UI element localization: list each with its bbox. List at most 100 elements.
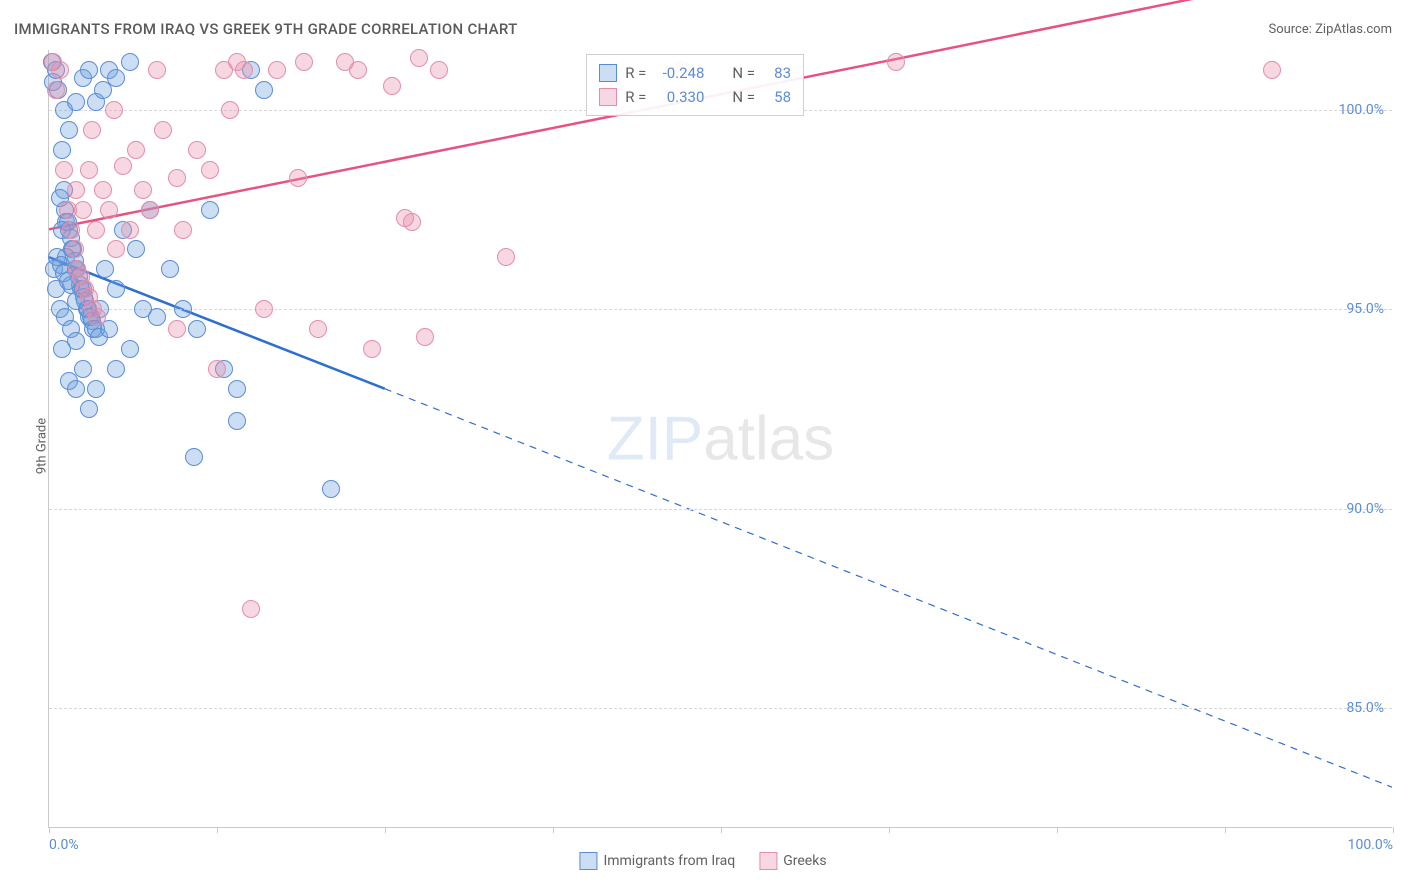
scatter-point-iraq (127, 240, 145, 258)
bottom-legend-item: Greeks (759, 852, 826, 870)
scatter-point-greek (363, 340, 381, 358)
scatter-point-iraq (161, 260, 179, 278)
scatter-point-greek (74, 201, 92, 219)
scatter-point-greek (94, 181, 112, 199)
x-tick-label: 0.0% (49, 837, 79, 853)
bottom-legend-item: Immigrants from Iraq (579, 852, 735, 870)
scatter-point-greek (168, 169, 186, 187)
x-tick (385, 827, 386, 833)
scatter-point-greek (430, 61, 448, 79)
y-tick-label: 95.0% (1346, 301, 1384, 317)
stat-r-label: R = (625, 85, 646, 109)
scatter-point-greek (88, 308, 106, 326)
x-tick (1393, 827, 1394, 833)
chart-title: IMMIGRANTS FROM IRAQ VS GREEK 9TH GRADE … (14, 20, 518, 38)
scatter-point-iraq (121, 340, 139, 358)
scatter-point-greek (51, 61, 69, 79)
scatter-point-greek (62, 221, 80, 239)
scatter-point-greek (295, 53, 313, 71)
stat-r-value: 0.330 (654, 85, 704, 109)
y-tick-label: 100.0% (1339, 102, 1384, 118)
scatter-point-iraq (121, 53, 139, 71)
scatter-point-iraq (322, 480, 340, 498)
scatter-point-greek (1263, 61, 1281, 79)
x-tick (49, 827, 50, 833)
scatter-point-iraq (87, 380, 105, 398)
scatter-point-greek (235, 61, 253, 79)
scatter-point-greek (100, 201, 118, 219)
scatter-point-greek (268, 61, 286, 79)
scatter-point-iraq (80, 400, 98, 418)
scatter-point-iraq (201, 201, 219, 219)
stats-legend-row: R = -0.248 N = 83 (599, 61, 791, 85)
scatter-point-iraq (107, 69, 125, 87)
scatter-point-iraq (255, 81, 273, 99)
scatter-point-greek (383, 77, 401, 95)
scatter-point-greek (201, 161, 219, 179)
scatter-point-greek (497, 248, 515, 266)
scatter-point-iraq (228, 380, 246, 398)
scatter-point-iraq (96, 260, 114, 278)
x-tick (1225, 827, 1226, 833)
stat-n-label: N = (732, 85, 755, 109)
scatter-point-iraq (107, 360, 125, 378)
legend-swatch-icon (759, 852, 777, 870)
scatter-point-greek (289, 169, 307, 187)
scatter-point-iraq (228, 412, 246, 430)
scatter-point-iraq (148, 308, 166, 326)
scatter-point-iraq (188, 320, 206, 338)
scatter-point-greek (148, 61, 166, 79)
gridline (49, 708, 1392, 709)
x-tick (889, 827, 890, 833)
scatter-point-greek (242, 600, 260, 618)
stat-r-value: -0.248 (654, 61, 704, 85)
scatter-point-greek (208, 360, 226, 378)
stat-n-value: 83 (763, 61, 791, 85)
bottom-legend: Immigrants from Iraq Greeks (579, 852, 826, 870)
scatter-point-greek (134, 181, 152, 199)
stat-n-value: 58 (763, 85, 791, 109)
chart-plot-area: ZIPatlas R =-0.248N =83R =0.330N =58 100… (48, 50, 1392, 828)
gridline (49, 509, 1392, 510)
stats-legend-box: R = -0.248 N = 83 R = 0.330 N = 58 (586, 54, 804, 116)
scatter-point-greek (141, 201, 159, 219)
stats-legend-row: R = 0.330 N = 58 (599, 85, 791, 109)
x-tick (553, 827, 554, 833)
scatter-point-greek (174, 221, 192, 239)
scatter-point-greek (416, 328, 434, 346)
scatter-point-iraq (67, 93, 85, 111)
legend-swatch-icon (599, 64, 617, 82)
scatter-point-greek (127, 141, 145, 159)
scatter-point-greek (168, 320, 186, 338)
scatter-point-greek (66, 240, 84, 258)
scatter-point-iraq (53, 340, 71, 358)
stat-r-label: R = (625, 61, 646, 85)
scatter-point-greek (887, 53, 905, 71)
gridline (49, 309, 1392, 310)
scatter-point-iraq (185, 448, 203, 466)
bottom-legend-label: Greeks (783, 853, 826, 869)
scatter-point-greek (255, 300, 273, 318)
y-tick-label: 85.0% (1346, 700, 1384, 716)
x-tick-label: 100.0% (1348, 837, 1393, 853)
scatter-point-greek (87, 221, 105, 239)
scatter-point-greek (67, 181, 85, 199)
scatter-point-iraq (174, 300, 192, 318)
scatter-point-iraq (80, 61, 98, 79)
legend-swatch-icon (579, 852, 597, 870)
stat-n-label: N = (732, 61, 755, 85)
scatter-point-greek (107, 240, 125, 258)
scatter-point-iraq (74, 360, 92, 378)
x-tick (217, 827, 218, 833)
x-tick (1057, 827, 1058, 833)
scatter-point-iraq (60, 121, 78, 139)
scatter-point-greek (114, 157, 132, 175)
scatter-point-greek (309, 320, 327, 338)
scatter-point-greek (47, 81, 65, 99)
scatter-point-greek (105, 101, 123, 119)
bottom-legend-label: Immigrants from Iraq (603, 853, 735, 869)
scatter-point-greek (154, 121, 172, 139)
x-tick (721, 827, 722, 833)
scatter-point-iraq (53, 141, 71, 159)
scatter-point-greek (55, 161, 73, 179)
